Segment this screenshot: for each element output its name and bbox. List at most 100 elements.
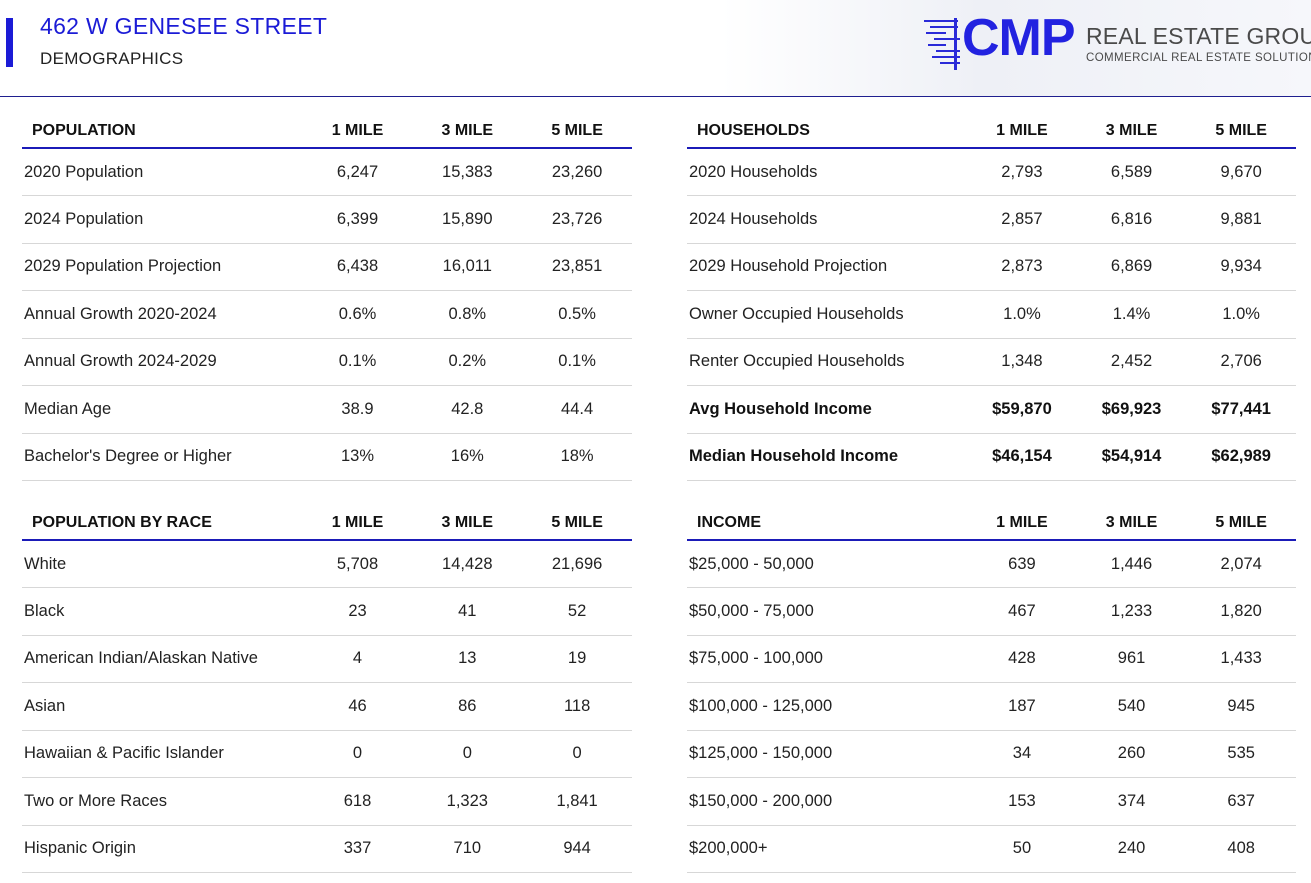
cell-value: 38.9 — [302, 385, 413, 434]
row-label: $125,000 - 150,000 — [687, 730, 968, 778]
column-header: 3 MILE — [1076, 115, 1187, 149]
cell-value: 13 — [412, 635, 523, 683]
cell-value: 0.6% — [302, 290, 413, 339]
table-row: Hawaiian & Pacific Islander 0 0 0 — [22, 730, 632, 778]
table-row: $50,000 - 75,000 467 1,233 1,820 — [687, 587, 1296, 636]
row-label: $25,000 - 50,000 — [687, 540, 968, 588]
cell-value: 374 — [1076, 777, 1187, 826]
cell-value: 6,438 — [302, 243, 413, 291]
table-title: POPULATION — [22, 115, 303, 149]
cell-value: $69,923 — [1076, 385, 1187, 434]
row-label: Annual Growth 2024-2029 — [22, 338, 303, 386]
cell-value: 2,452 — [1076, 338, 1187, 386]
table-row: American Indian/Alaskan Native 4 13 19 — [22, 635, 632, 683]
income-table: INCOME 1 MILE 3 MILE 5 MILE $25,000 - 50,000… — [687, 507, 1296, 873]
table-row: $200,000+ 50 240 408 — [687, 825, 1296, 873]
cell-value: 637 — [1186, 777, 1296, 826]
cell-value: 6,589 — [1076, 148, 1187, 196]
row-label: $50,000 - 75,000 — [687, 587, 968, 636]
column-header: 5 MILE — [522, 507, 632, 541]
cell-value: 240 — [1076, 825, 1187, 873]
cell-value: 6,399 — [302, 195, 413, 244]
row-label: 2029 Population Projection — [22, 243, 303, 291]
cell-value: 408 — [1186, 825, 1296, 873]
cell-value: 6,869 — [1076, 243, 1187, 291]
table-row: Two or More Races 618 1,323 1,841 — [22, 777, 632, 826]
table-row: 2024 Households 2,857 6,816 9,881 — [687, 195, 1296, 244]
row-label: $75,000 - 100,000 — [687, 635, 968, 683]
cell-value: 1,233 — [1076, 587, 1187, 636]
table-row: Avg Household Income $59,870 $69,923 $77,44… — [687, 385, 1296, 434]
table-row: $75,000 - 100,000 428 961 1,433 — [687, 635, 1296, 683]
accent-bar — [6, 18, 13, 67]
table-title: HOUSEHOLDS — [687, 115, 968, 149]
column-header: 1 MILE — [967, 507, 1077, 541]
table-row: $100,000 - 125,000 187 540 945 — [687, 682, 1296, 731]
row-label: 2020 Population — [22, 148, 303, 196]
cell-value: 535 — [1186, 730, 1296, 778]
row-label: $200,000+ — [687, 825, 968, 873]
cell-value: 23 — [302, 587, 413, 636]
cell-value: 1,841 — [522, 777, 632, 826]
row-label: Avg Household Income — [687, 385, 968, 434]
logo-mark-icon — [924, 16, 964, 70]
table-row: 2024 Population 6,399 15,890 23,726 — [22, 195, 632, 244]
column-header: 5 MILE — [1186, 507, 1296, 541]
cell-value: $46,154 — [967, 433, 1077, 481]
cell-value: 5,708 — [302, 540, 413, 588]
cell-value: 1,433 — [1186, 635, 1296, 683]
cell-value: 0 — [302, 730, 413, 778]
table-header-row: POPULATION BY RACE 1 MILE 3 MILE 5 MILE — [22, 507, 632, 541]
cell-value: 21,696 — [522, 540, 632, 588]
table-row: Annual Growth 2024-2029 0.1% 0.2% 0.1% — [22, 338, 632, 386]
row-label: Hawaiian & Pacific Islander — [22, 730, 303, 778]
cell-value: 428 — [967, 635, 1077, 683]
population-by-race-table: POPULATION BY RACE 1 MILE 3 MILE 5 MILE Whit… — [22, 507, 632, 873]
row-label: 2020 Households — [687, 148, 968, 196]
row-label: Black — [22, 587, 303, 636]
cell-value: 15,383 — [412, 148, 523, 196]
table-header-row: POPULATION 1 MILE 3 MILE 5 MILE — [22, 115, 632, 149]
table-row: White 5,708 14,428 21,696 — [22, 540, 632, 588]
cell-value: 9,881 — [1186, 195, 1296, 244]
table-title: POPULATION BY RACE — [22, 507, 303, 541]
table-row: Bachelor's Degree or Higher 13% 16% 18% — [22, 433, 632, 481]
column-header: 1 MILE — [302, 115, 413, 149]
cell-value: 944 — [522, 825, 632, 873]
cell-value: 16,011 — [412, 243, 523, 291]
property-address: 462 W GENESEE STREET — [40, 13, 328, 39]
cell-value: 187 — [967, 682, 1077, 731]
cell-value: 1.0% — [967, 290, 1077, 339]
cell-value: 0.8% — [412, 290, 523, 339]
row-label: Owner Occupied Households — [687, 290, 968, 339]
row-label: Two or More Races — [22, 777, 303, 826]
row-label: White — [22, 540, 303, 588]
cell-value: 1,820 — [1186, 587, 1296, 636]
cell-value: 710 — [412, 825, 523, 873]
table-title: INCOME — [687, 507, 968, 541]
population-table: POPULATION 1 MILE 3 MILE 5 MILE 2020 Populat… — [22, 115, 632, 481]
cell-value: 23,260 — [522, 148, 632, 196]
row-label: $150,000 - 200,000 — [687, 777, 968, 826]
cell-value: 2,793 — [967, 148, 1077, 196]
table-header-row: INCOME 1 MILE 3 MILE 5 MILE — [687, 507, 1296, 541]
cell-value: 18% — [522, 433, 632, 481]
cell-value: 337 — [302, 825, 413, 873]
column-header: 3 MILE — [1076, 507, 1187, 541]
cell-value: 44.4 — [522, 385, 632, 434]
cell-value: 1,348 — [967, 338, 1077, 386]
cell-value: 41 — [412, 587, 523, 636]
cell-value: $59,870 — [967, 385, 1077, 434]
row-label: Bachelor's Degree or Higher — [22, 433, 303, 481]
cell-value: 260 — [1076, 730, 1187, 778]
logo-company-name: REAL ESTATE GROUP — [1086, 23, 1311, 49]
column-header: 3 MILE — [412, 115, 523, 149]
cell-value: 945 — [1186, 682, 1296, 731]
cell-value: 9,670 — [1186, 148, 1296, 196]
column-header: 3 MILE — [412, 507, 523, 541]
table-row: $25,000 - 50,000 639 1,446 2,074 — [687, 540, 1296, 588]
cell-value: 0.2% — [412, 338, 523, 386]
row-label: Median Age — [22, 385, 303, 434]
table-row: $125,000 - 150,000 34 260 535 — [687, 730, 1296, 778]
table-row: Annual Growth 2020-2024 0.6% 0.8% 0.5% — [22, 290, 632, 339]
